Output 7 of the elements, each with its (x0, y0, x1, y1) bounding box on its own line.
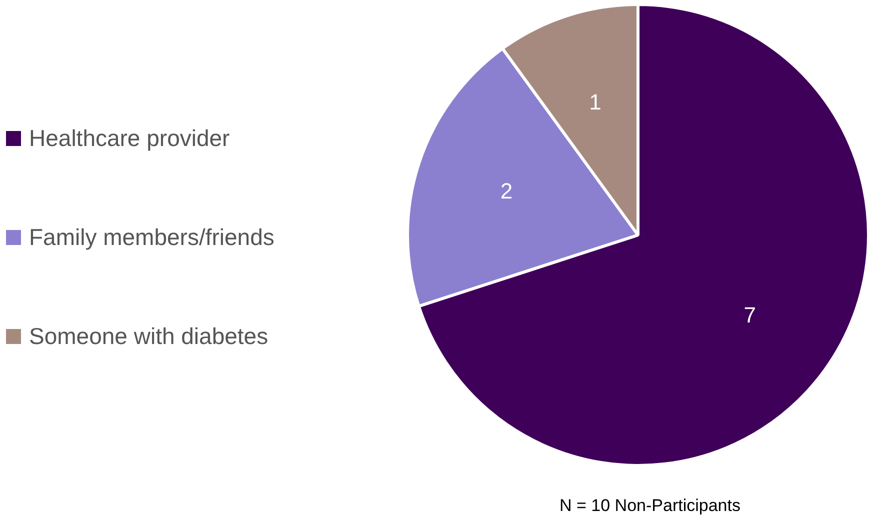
legend-label: Family members/friends (29, 224, 274, 250)
data-label: 7 (744, 302, 756, 328)
data-label: 2 (500, 178, 513, 204)
legend-label: Healthcare provider (29, 124, 230, 152)
data-label: 1 (589, 90, 602, 115)
text: N = 10 Non-Participants (558, 496, 742, 516)
legend-label: Someone with diabetes (29, 322, 268, 350)
